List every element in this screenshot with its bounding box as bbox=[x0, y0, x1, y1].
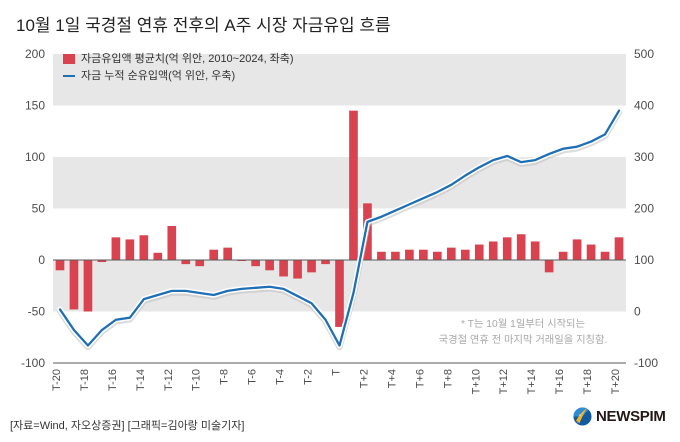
svg-text:T-16: T-16 bbox=[107, 369, 119, 391]
svg-text:T+2: T+2 bbox=[358, 369, 370, 388]
svg-text:T+12: T+12 bbox=[498, 369, 510, 394]
svg-text:-100: -100 bbox=[21, 356, 45, 370]
svg-text:T+4: T+4 bbox=[386, 369, 398, 388]
svg-text:T+18: T+18 bbox=[582, 369, 594, 394]
svg-text:T+14: T+14 bbox=[526, 369, 538, 394]
svg-text:500: 500 bbox=[634, 47, 654, 61]
svg-text:400: 400 bbox=[634, 99, 654, 113]
svg-text:300: 300 bbox=[634, 150, 654, 164]
svg-text:T+8: T+8 bbox=[442, 369, 454, 388]
svg-text:T-6: T-6 bbox=[247, 369, 259, 385]
svg-text:T-12: T-12 bbox=[163, 369, 175, 391]
svg-text:100: 100 bbox=[634, 253, 654, 267]
svg-text:T+20: T+20 bbox=[610, 369, 622, 394]
svg-text:T-18: T-18 bbox=[79, 369, 91, 391]
svg-text:200: 200 bbox=[634, 202, 654, 216]
svg-text:200: 200 bbox=[25, 47, 45, 61]
svg-text:T+16: T+16 bbox=[554, 369, 566, 394]
svg-text:T+6: T+6 bbox=[414, 369, 426, 388]
svg-text:150: 150 bbox=[25, 99, 45, 113]
svg-text:100: 100 bbox=[25, 150, 45, 164]
svg-text:T-20: T-20 bbox=[51, 369, 63, 391]
svg-text:50: 50 bbox=[32, 202, 46, 216]
svg-text:-100: -100 bbox=[634, 356, 658, 370]
svg-text:T: T bbox=[331, 369, 343, 376]
svg-text:-50: -50 bbox=[28, 305, 46, 319]
svg-text:T-14: T-14 bbox=[135, 369, 147, 391]
svg-text:T+10: T+10 bbox=[470, 369, 482, 394]
svg-text:T-10: T-10 bbox=[191, 369, 203, 391]
svg-text:T-8: T-8 bbox=[219, 369, 231, 385]
svg-text:T-2: T-2 bbox=[303, 369, 315, 385]
svg-text:0: 0 bbox=[38, 253, 45, 267]
svg-text:0: 0 bbox=[634, 305, 641, 319]
svg-text:T-4: T-4 bbox=[275, 369, 287, 385]
